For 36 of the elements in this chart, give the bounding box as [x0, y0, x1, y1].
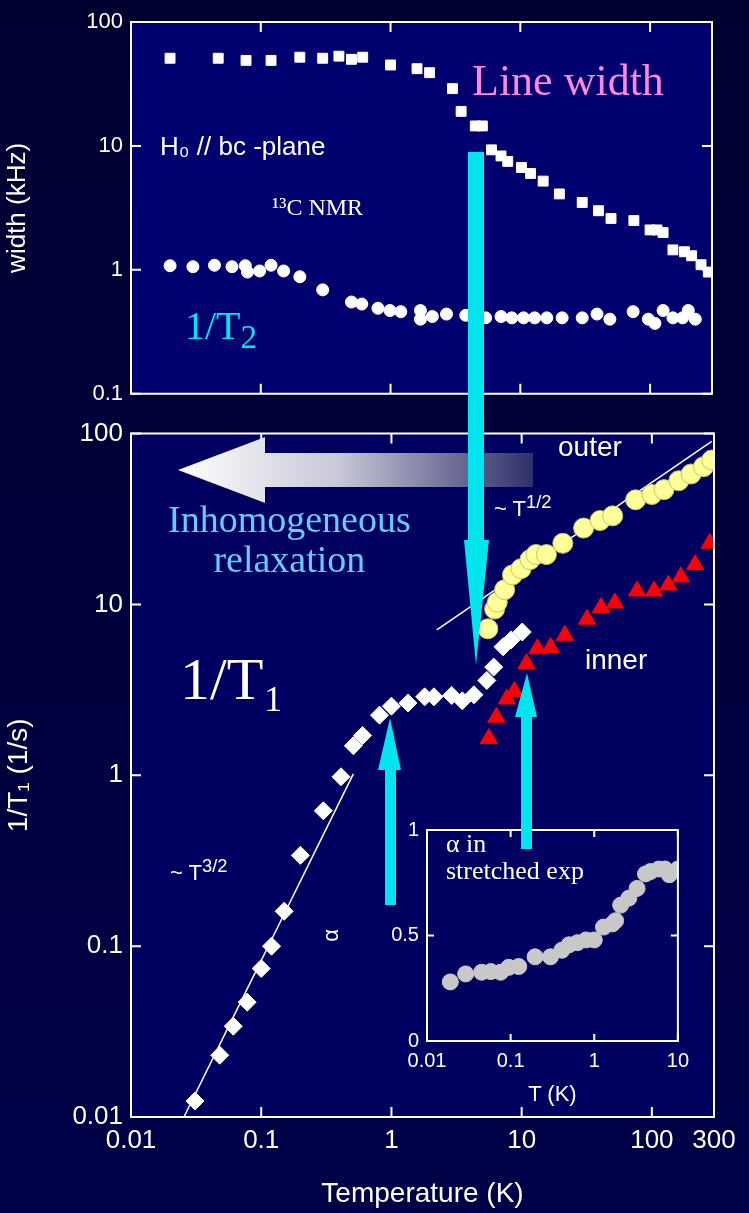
x-axis-title: Temperature (K): [321, 1176, 524, 1208]
y-tick-label: 0: [407, 1028, 419, 1051]
y-tick-label: 0.1: [92, 379, 123, 405]
annotation: H₀ // bc -plane: [160, 131, 326, 161]
y-tick-label: 100: [79, 416, 123, 447]
annotation: Line width: [472, 56, 664, 105]
series-label: outer: [558, 431, 622, 462]
x-tick-label: 300: [692, 1123, 736, 1154]
x-tick-label: 100: [630, 1123, 674, 1154]
y-tick-label: 10: [98, 132, 123, 157]
annotation: 1/T₁: [180, 646, 285, 712]
x-tick-label: 1: [384, 1123, 399, 1154]
y-tick-label: 0.01: [72, 1100, 123, 1131]
annotation: ~ T$^{3/2}$: [170, 855, 228, 886]
annotation: 1/T$_{2}$: [185, 303, 258, 355]
annotation: α in stretched exp: [446, 829, 584, 886]
y-tick-label: 1: [108, 758, 123, 789]
annotation: ~ T$^{1/2}$: [494, 491, 552, 522]
series-label: inner: [585, 644, 648, 675]
y-tick-label: 0.1: [86, 929, 123, 960]
x-axis-title: T (K): [528, 1080, 577, 1106]
y-tick-label: 1: [110, 255, 123, 281]
x-tick-label: 10: [666, 1048, 689, 1071]
x-tick-label: 0.1: [496, 1048, 525, 1071]
x-tick-label: 10: [507, 1123, 537, 1154]
x-tick-label: 1: [588, 1048, 600, 1071]
annotation: Inhomogeneous relaxation: [168, 498, 411, 580]
y-tick-label: 1: [407, 817, 419, 840]
y-tick-label: 10: [94, 587, 123, 618]
y-axis-title: 1/T₁ (1/s): [1, 718, 33, 833]
x-tick-label: 0.1: [243, 1123, 280, 1154]
y-axis-title: width (kHz): [0, 142, 31, 274]
y-tick-label: 0.5: [391, 923, 419, 946]
y-tick-label: 100: [86, 8, 123, 34]
y-axis-title: α: [318, 928, 344, 942]
annotation: ¹³C NMR: [272, 194, 364, 221]
